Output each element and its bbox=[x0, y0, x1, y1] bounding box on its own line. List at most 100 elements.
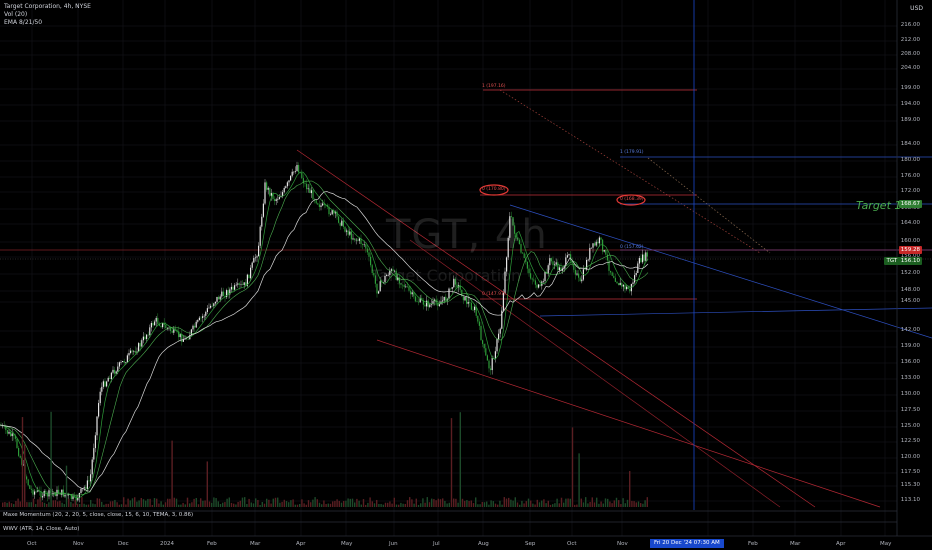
wwv-indicator-label[interactable]: WWV (ATR, 14, Close, Auto) bbox=[3, 526, 80, 532]
volume-bar bbox=[118, 504, 120, 507]
candle-body bbox=[58, 489, 60, 494]
volume-bar bbox=[424, 502, 426, 507]
volume-bar bbox=[365, 504, 367, 507]
volume-bar bbox=[437, 498, 439, 507]
volume-bar bbox=[472, 503, 475, 507]
candle-body bbox=[93, 448, 95, 460]
currency-label[interactable]: USD bbox=[910, 5, 923, 12]
candle-body bbox=[619, 282, 621, 286]
candle-body bbox=[144, 336, 146, 339]
volume-bar bbox=[600, 501, 602, 507]
volume-bar bbox=[200, 498, 202, 507]
momentum-indicator-label[interactable]: Maxe Momentum (20, 2, 20, 5, close, clos… bbox=[3, 512, 194, 518]
candle-body bbox=[75, 495, 77, 501]
candle-body bbox=[413, 292, 415, 297]
candle-body bbox=[154, 321, 156, 326]
candle-body bbox=[242, 284, 244, 285]
volume-bar bbox=[98, 498, 101, 507]
time-axis-label: Mar bbox=[790, 541, 801, 547]
candle-body bbox=[499, 328, 501, 334]
candle-body bbox=[443, 296, 445, 301]
candle-body bbox=[640, 258, 642, 263]
volume-bar bbox=[646, 497, 648, 507]
volume-bar bbox=[292, 499, 294, 507]
candle-body bbox=[288, 180, 290, 183]
candle-body bbox=[610, 270, 612, 273]
volume-bar bbox=[127, 498, 129, 507]
candle-body bbox=[528, 268, 530, 274]
candle-body bbox=[534, 280, 536, 285]
candle-body bbox=[46, 492, 48, 497]
volume-bar bbox=[26, 502, 28, 507]
candle-body bbox=[291, 171, 293, 176]
symbol-title[interactable]: Target Corporation, 4h, NYSE bbox=[4, 3, 91, 10]
candle-body bbox=[600, 237, 602, 240]
candle-body bbox=[19, 455, 21, 458]
price-axis-label: 172.00 bbox=[900, 188, 920, 194]
candle-body bbox=[333, 210, 335, 214]
candle-body bbox=[605, 250, 607, 255]
volume-bar bbox=[428, 502, 431, 507]
volume-bar bbox=[235, 504, 237, 507]
volume-bar bbox=[453, 498, 455, 507]
candle-body bbox=[472, 309, 474, 311]
candle-body bbox=[410, 290, 412, 295]
candle-body bbox=[419, 297, 421, 303]
candle-body bbox=[203, 315, 205, 317]
volume-bar bbox=[149, 498, 151, 507]
candle-body bbox=[558, 267, 560, 271]
red-circle-2 bbox=[616, 194, 646, 206]
candle-body bbox=[122, 361, 124, 363]
candle-body bbox=[11, 433, 13, 437]
volume-bar bbox=[611, 503, 613, 507]
candle-body bbox=[117, 366, 119, 372]
volume-bar bbox=[527, 498, 530, 507]
candle-body bbox=[370, 256, 372, 266]
volume-bar bbox=[457, 502, 459, 507]
candle-body bbox=[362, 244, 364, 245]
volume-bar bbox=[87, 504, 90, 507]
volume-bar bbox=[345, 500, 347, 507]
volume-bar bbox=[233, 503, 235, 507]
crosshair-date-label: Fri 20 Dec '24 07:30 AM bbox=[650, 539, 724, 548]
price-axis-label: 148.00 bbox=[900, 287, 920, 293]
fib-label-blue-low: 0 (157.62) bbox=[620, 245, 644, 250]
candle-body bbox=[96, 416, 98, 436]
candle-body bbox=[475, 306, 477, 316]
red-descending-long bbox=[409, 239, 781, 508]
candle-body bbox=[557, 262, 559, 271]
candle-body bbox=[74, 495, 76, 497]
volume-bar bbox=[19, 501, 21, 507]
candle-body bbox=[214, 301, 216, 304]
volume-bar bbox=[83, 503, 85, 507]
candle-body bbox=[331, 210, 333, 215]
volume-bar bbox=[114, 499, 116, 507]
candle-body bbox=[162, 323, 164, 328]
candle-body bbox=[176, 329, 178, 332]
volume-bar bbox=[629, 471, 631, 507]
volume-bar bbox=[101, 501, 103, 507]
candle-body bbox=[165, 324, 167, 329]
volume-indicator-label[interactable]: Vol (20) bbox=[4, 11, 28, 18]
volume-bar bbox=[569, 498, 571, 507]
candle-body bbox=[366, 248, 368, 253]
candle-body bbox=[514, 225, 516, 234]
candle-body bbox=[245, 282, 247, 286]
volume-bar bbox=[578, 453, 580, 507]
volume-bar bbox=[508, 497, 510, 507]
candle-body bbox=[67, 494, 69, 496]
candle-body bbox=[510, 216, 512, 217]
volume-bar bbox=[136, 501, 138, 507]
candle-body bbox=[234, 285, 236, 290]
candle-body bbox=[392, 269, 394, 272]
ema-indicator-label[interactable]: EMA 8/21/50 bbox=[4, 19, 43, 26]
candle-body bbox=[602, 239, 604, 252]
candle-body bbox=[323, 203, 325, 205]
candle-body bbox=[266, 182, 268, 190]
candle-body bbox=[274, 199, 276, 202]
candle-body bbox=[125, 362, 127, 364]
volume-bar bbox=[417, 504, 420, 507]
candle-body bbox=[251, 262, 253, 268]
volume-bar bbox=[180, 504, 182, 507]
